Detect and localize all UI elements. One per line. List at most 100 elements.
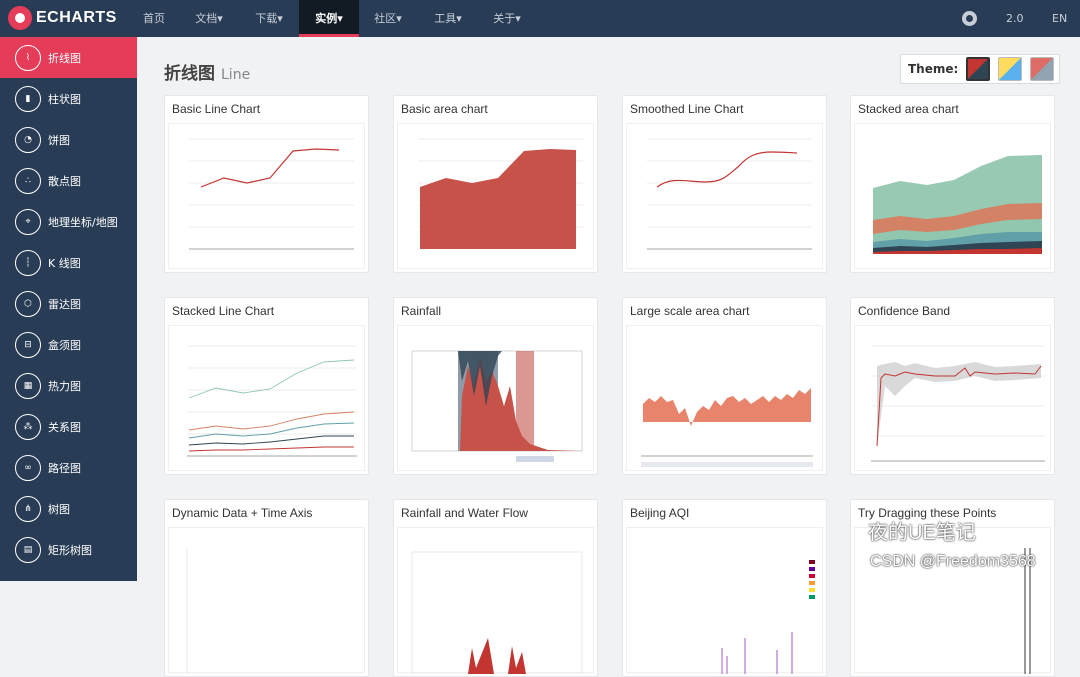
nav-home[interactable]: 首页: [143, 12, 165, 25]
thumbnail-basic-line: [189, 138, 354, 250]
lang-switch[interactable]: EN: [1052, 12, 1068, 25]
graph-icon: ⁂: [15, 413, 41, 440]
example-card-basic-area[interactable]: Basic area chart: [393, 95, 598, 273]
sidebar-item-line[interactable]: ⌇ 折线图: [0, 37, 137, 78]
card-title: Stacked area chart: [858, 102, 959, 116]
page-title: 折线图 Line: [164, 59, 250, 84]
watermark-line2: CSDN @Freedom3568: [870, 553, 1036, 570]
version-link[interactable]: 2.0: [1006, 12, 1024, 25]
nav-tools[interactable]: 工具▾: [434, 12, 462, 25]
sidebar-item-label: 折线图: [48, 51, 81, 65]
example-card-rainfall[interactable]: Rainfall: [393, 297, 598, 475]
logo-text: ECHARTS: [36, 9, 117, 26]
tree-icon: ⋔: [15, 495, 41, 522]
sidebar-item-map[interactable]: ⌖ 地理坐标/地图: [0, 201, 137, 242]
card-thumbnail: [626, 325, 823, 471]
card-thumbnail: [854, 325, 1051, 471]
thumbnail-dynamic-data: [186, 548, 188, 674]
thumbnail-basic-area: [418, 138, 583, 249]
sidebar-item-label: 路径图: [48, 461, 81, 475]
card-thumbnail: [397, 527, 594, 675]
treemap-icon: ▤: [15, 536, 41, 563]
page-title-text: 折线图: [164, 64, 215, 84]
pie-chart-icon: ◔: [15, 126, 41, 153]
example-card-beijing-aqi[interactable]: Beijing AQI: [622, 499, 827, 677]
thumbnail-confidence-band: [871, 345, 1045, 462]
card-title: Stacked Line Chart: [172, 304, 275, 318]
thumbnail-large-area: [641, 388, 813, 467]
main-content: 折线图 Line Theme: Basic Line Chart Basic ar…: [137, 37, 1080, 677]
example-card-smoothed-line[interactable]: Smoothed Line Chart: [622, 95, 827, 273]
thumbnail-beijing-aqi: [721, 560, 815, 674]
card-title: Rainfall: [401, 304, 442, 318]
echarts-logo[interactable]: ECHARTS: [8, 6, 117, 30]
theme-label: Theme:: [908, 62, 959, 76]
sidebar-item-candlestick[interactable]: ┆ K 线图: [0, 242, 137, 283]
sidebar-item-label: 盒须图: [48, 338, 81, 352]
card-title: Confidence Band: [858, 304, 951, 318]
sidebar-item-heatmap[interactable]: ▦ 热力图: [0, 365, 137, 406]
example-card-stacked-area[interactable]: Stacked area chart: [850, 95, 1055, 273]
example-card-dynamic-data[interactable]: Dynamic Data + Time Axis: [164, 499, 369, 677]
card-thumbnail: [168, 123, 365, 269]
thumbnail-stacked-area: [873, 155, 1042, 254]
boxplot-icon: ⊟: [15, 331, 41, 358]
top-nav: ECHARTS 首页 文档▾ 下载▾ 实例▾ 社区▾ 工具▾ 关于▾ 2.0 E…: [0, 0, 1080, 37]
sidebar-item-pie[interactable]: ◔ 饼图: [0, 119, 137, 160]
sidebar-item-treemap[interactable]: ▤ 矩形树图: [0, 529, 137, 570]
page-subtitle: Line: [221, 67, 251, 83]
example-card-rainfall-water-flow[interactable]: Rainfall and Water Flow: [393, 499, 598, 677]
card-title: Smoothed Line Chart: [630, 102, 744, 116]
nav-examples[interactable]: 实例▾: [299, 0, 359, 37]
theme-dark-swatch[interactable]: [1030, 57, 1055, 81]
thumbnail-stacked-line: [187, 345, 357, 457]
nav-community[interactable]: 社区▾: [374, 12, 402, 25]
thumbnail-smoothed-line: [647, 138, 812, 250]
card-thumbnail: [397, 123, 594, 269]
example-card-basic-line[interactable]: Basic Line Chart: [164, 95, 369, 273]
sidebar-item-bar[interactable]: ▮ 柱状图: [0, 78, 137, 119]
sidebar-item-label: 关系图: [48, 420, 81, 434]
thumbnail-dragging-points: [1024, 548, 1031, 674]
heatmap-icon: ▦: [15, 372, 41, 399]
sidebar-item-label: 矩形树图: [48, 543, 92, 557]
card-title: Rainfall and Water Flow: [401, 506, 528, 520]
candlestick-icon: ┆: [15, 249, 41, 276]
card-title: Dynamic Data + Time Axis: [172, 506, 313, 520]
card-thumbnail: [854, 123, 1051, 269]
sidebar-item-label: K 线图: [48, 256, 81, 270]
echarts-logo-icon: [8, 6, 32, 30]
card-title: Large scale area chart: [630, 304, 750, 318]
card-thumbnail: [854, 527, 1051, 674]
github-icon[interactable]: [962, 11, 977, 26]
theme-default-swatch[interactable]: [966, 57, 991, 81]
sidebar-item-radar[interactable]: ⬡ 雷达图: [0, 283, 137, 324]
nav-download[interactable]: 下载▾: [255, 12, 283, 25]
nav-about[interactable]: 关于▾: [493, 12, 521, 25]
line-chart-icon: ⌇: [15, 44, 41, 71]
sidebar-item-scatter[interactable]: ∴ 散点图: [0, 160, 137, 201]
sidebar-item-tree[interactable]: ⋔ 树图: [0, 488, 137, 529]
sidebar-item-graph[interactable]: ⁂ 关系图: [0, 406, 137, 447]
map-icon: ⌖: [15, 208, 41, 235]
example-card-large-area[interactable]: Large scale area chart: [622, 297, 827, 475]
radar-icon: ⬡: [15, 290, 41, 317]
theme-picker: Theme:: [900, 54, 1060, 84]
lines-icon: ∞: [15, 454, 41, 481]
sidebar-item-label: 饼图: [48, 133, 70, 147]
nav-docs[interactable]: 文档▾: [195, 12, 223, 25]
sidebar-item-lines[interactable]: ∞ 路径图: [0, 447, 137, 488]
card-title: Try Dragging these Points: [858, 506, 997, 520]
card-thumbnail: [626, 527, 823, 674]
example-card-stacked-line[interactable]: Stacked Line Chart: [164, 297, 369, 475]
sidebar-item-label: 地理坐标/地图: [48, 215, 118, 229]
card-thumbnail: [626, 123, 823, 269]
example-card-confidence-band[interactable]: Confidence Band: [850, 297, 1055, 475]
theme-light-swatch[interactable]: [998, 57, 1023, 81]
thumbnail-rainfall: [411, 350, 583, 462]
sidebar-item-label: 雷达图: [48, 297, 81, 311]
sidebar: ⌇ 折线图 ▮ 柱状图 ◔ 饼图 ∴ 散点图 ⌖ 地理坐标/地图 ┆ K 线图 …: [0, 37, 137, 581]
sidebar-item-label: 柱状图: [48, 92, 81, 106]
sidebar-item-label: 树图: [48, 502, 70, 516]
sidebar-item-boxplot[interactable]: ⊟ 盒须图: [0, 324, 137, 365]
